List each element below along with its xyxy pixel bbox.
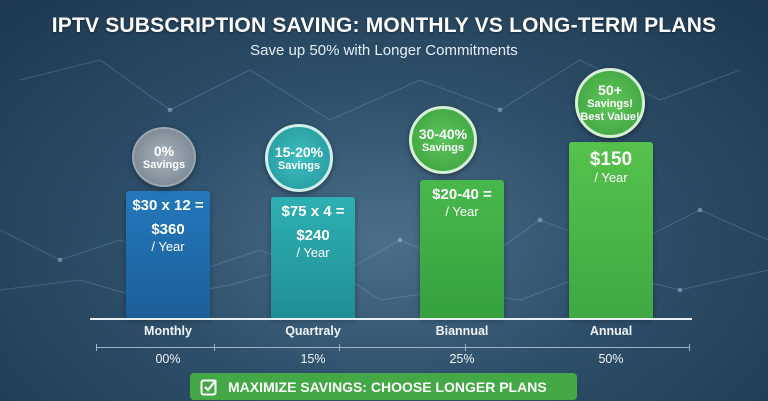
bar-label-line3: / Year (594, 170, 628, 185)
badge-percent: 15-20% (274, 143, 324, 160)
axis-tick (465, 344, 466, 351)
bar-label-line1: $30 x 12 = (132, 197, 204, 214)
axis-tick (96, 344, 97, 351)
savings-badge-biannual: 30-40% Savings (409, 106, 477, 174)
maximize-savings-banner: MAXIMIZE SAVINGS: CHOOSE LONGER PLANS (190, 373, 577, 400)
bar-label-line2: $360 (151, 221, 185, 238)
chart-baseline (90, 318, 692, 320)
badge-text-2: Best Value! (580, 111, 640, 123)
bar-label-line3: / Year (296, 245, 330, 260)
savings-label: 25% (449, 352, 475, 366)
badge-percent: 30-40% (418, 125, 468, 142)
badge-text: Savings (142, 158, 186, 171)
bar-label-line1: $75 x 4 = (281, 203, 345, 220)
badge-text: Savings (421, 141, 465, 154)
bar-monthly: $30 x 12 = $360 / Year (126, 191, 210, 318)
bar-label-line3: / Year (151, 239, 185, 254)
axis-tick (339, 344, 340, 351)
bar-label-line1: $20-40 = (432, 186, 492, 203)
bar-biannual: $20-40 = / Year (420, 180, 504, 318)
badge-text: Savings (277, 159, 321, 172)
savings-badge-quarterly: 15-20% Savings (265, 124, 333, 192)
badge-percent: 50+ (598, 82, 622, 98)
bar-label-line3: / Year (445, 204, 479, 219)
savings-badge-monthly: 0% Savings (132, 127, 196, 187)
page-subtitle: Save up 50% with Longer Commitments (250, 42, 518, 59)
banner-label: MAXIMIZE SAVINGS: CHOOSE LONGER PLANS (228, 378, 547, 395)
category-label: Quartraly (285, 324, 341, 338)
page-title: IPTV SUBSCRIPTION SAVING: MONTHLY VS LON… (51, 14, 717, 37)
badge-text: Savings! (587, 98, 633, 110)
savings-label: 00% (155, 352, 181, 366)
checkbox-check-icon (200, 378, 217, 395)
axis-tick (689, 344, 690, 351)
category-label: Biannual (435, 324, 489, 338)
category-label: Annual (589, 324, 633, 338)
savings-axis (96, 347, 690, 348)
category-label: Monthly (144, 324, 192, 338)
axis-tick (214, 344, 215, 351)
savings-label: 15% (300, 352, 326, 366)
bar-quarterly: $75 x 4 = $240 / Year (271, 197, 355, 318)
savings-badge-annual: 50+ Savings! Best Value! (575, 68, 645, 138)
bar-label-line2: $240 (296, 227, 330, 244)
savings-label: 50% (598, 352, 624, 366)
bar-annual: $150 / Year (569, 142, 653, 318)
bar-label-line1: $150 (589, 149, 633, 170)
badge-percent: 0% (153, 142, 175, 159)
